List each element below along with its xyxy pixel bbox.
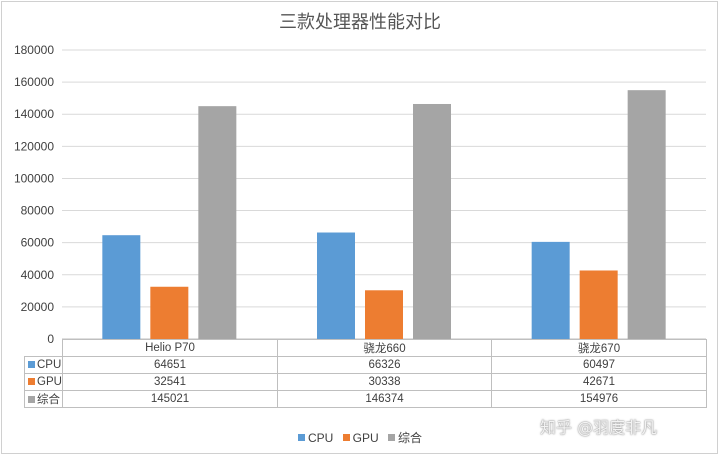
legend-swatch: [388, 434, 396, 441]
chart-legend: CPU GPU 综合: [0, 429, 720, 446]
legend-swatch: [342, 434, 350, 441]
bar: [413, 103, 451, 340]
row-label: CPU: [37, 359, 62, 371]
legend-item-cpu: CPU: [297, 431, 334, 445]
table-cell: 60497: [491, 356, 707, 374]
category-label: 骁龙670: [491, 339, 707, 357]
y-tick-label: 140000: [14, 107, 54, 121]
y-tick-label: 20000: [21, 300, 55, 314]
chart-title: 三款处理器性能对比: [279, 12, 441, 33]
bar: [531, 241, 570, 339]
table-cell: 146374: [277, 390, 492, 408]
row-header: GPU: [24, 373, 63, 391]
gpu-swatch: [28, 378, 35, 385]
bar: [102, 235, 141, 339]
table-cell: 30338: [277, 373, 492, 391]
bar: [627, 90, 666, 339]
table-cell: 32541: [62, 373, 278, 391]
bar: [198, 106, 237, 339]
table-cell: 64651: [62, 356, 278, 374]
table-header-row: Helio P70 骁龙660 骁龙670: [24, 339, 707, 357]
row-header: CPU: [24, 356, 63, 374]
table-cell: 66326: [277, 356, 492, 374]
y-tick-label: 180000: [14, 43, 54, 57]
table-cell: 42671: [491, 373, 707, 391]
y-tick-label: 160000: [14, 75, 54, 89]
y-tick-label: 60000: [21, 236, 55, 250]
y-tick-label: 80000: [21, 204, 55, 218]
legend-label: GPU: [352, 431, 379, 445]
legend-swatch: [297, 434, 305, 441]
row-header: 综合: [24, 390, 63, 408]
bar: [579, 270, 618, 339]
row-label: GPU: [37, 376, 62, 388]
table-row: CPU 64651 66326 60497: [24, 356, 707, 374]
row-label: 综合: [37, 394, 60, 406]
overall-swatch: [28, 396, 35, 403]
table-cell: 154976: [491, 390, 707, 408]
table-row: 综合 145021 146374 154976: [24, 390, 707, 408]
legend-item-overall: 综合: [388, 429, 422, 446]
table-row: GPU 32541 30338 42671: [24, 373, 707, 391]
table-corner: [24, 339, 63, 357]
bar: [150, 286, 189, 339]
y-tick-label: 0: [47, 332, 54, 346]
bar: [365, 290, 403, 339]
y-tick-label: 40000: [21, 268, 55, 282]
legend-item-gpu: GPU: [342, 431, 379, 445]
bar: [317, 232, 355, 339]
category-label: 骁龙660: [277, 339, 492, 357]
table-cell: 145021: [62, 390, 278, 408]
category-label: Helio P70: [62, 339, 278, 357]
legend-label: 综合: [398, 431, 423, 445]
watermark: 知乎 @羽度非凡: [540, 418, 658, 437]
legend-label: CPU: [307, 431, 334, 445]
y-tick-label: 100000: [14, 171, 54, 185]
data-table: Helio P70 骁龙660 骁龙670 CPU 64651 66326 60…: [24, 339, 707, 408]
y-tick-label: 120000: [14, 139, 54, 153]
cpu-swatch: [28, 361, 35, 368]
